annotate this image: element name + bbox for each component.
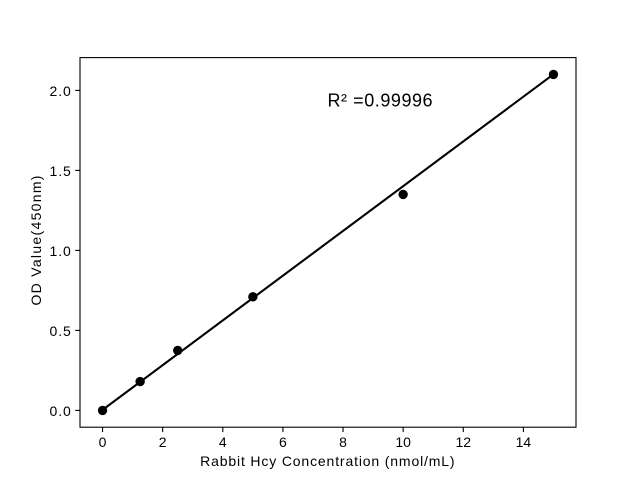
svg-text:R² =0.99996: R² =0.99996 bbox=[328, 91, 434, 111]
svg-text:12: 12 bbox=[455, 434, 471, 450]
svg-text:0.5: 0.5 bbox=[50, 323, 72, 339]
svg-text:Rabbit Hcy Concentration (nmol: Rabbit Hcy Concentration (nmol/mL) bbox=[200, 453, 455, 469]
svg-text:0.0: 0.0 bbox=[50, 403, 72, 419]
svg-text:OD Value(450nm): OD Value(450nm) bbox=[28, 174, 44, 305]
svg-text:8: 8 bbox=[339, 434, 347, 450]
svg-text:2: 2 bbox=[159, 434, 167, 450]
svg-text:2.0: 2.0 bbox=[50, 83, 72, 99]
svg-text:6: 6 bbox=[279, 434, 287, 450]
svg-text:0: 0 bbox=[99, 434, 107, 450]
svg-text:1.0: 1.0 bbox=[50, 243, 72, 259]
svg-text:10: 10 bbox=[395, 434, 411, 450]
svg-text:1.5: 1.5 bbox=[50, 163, 72, 179]
svg-text:14: 14 bbox=[516, 434, 532, 450]
svg-text:4: 4 bbox=[219, 434, 227, 450]
